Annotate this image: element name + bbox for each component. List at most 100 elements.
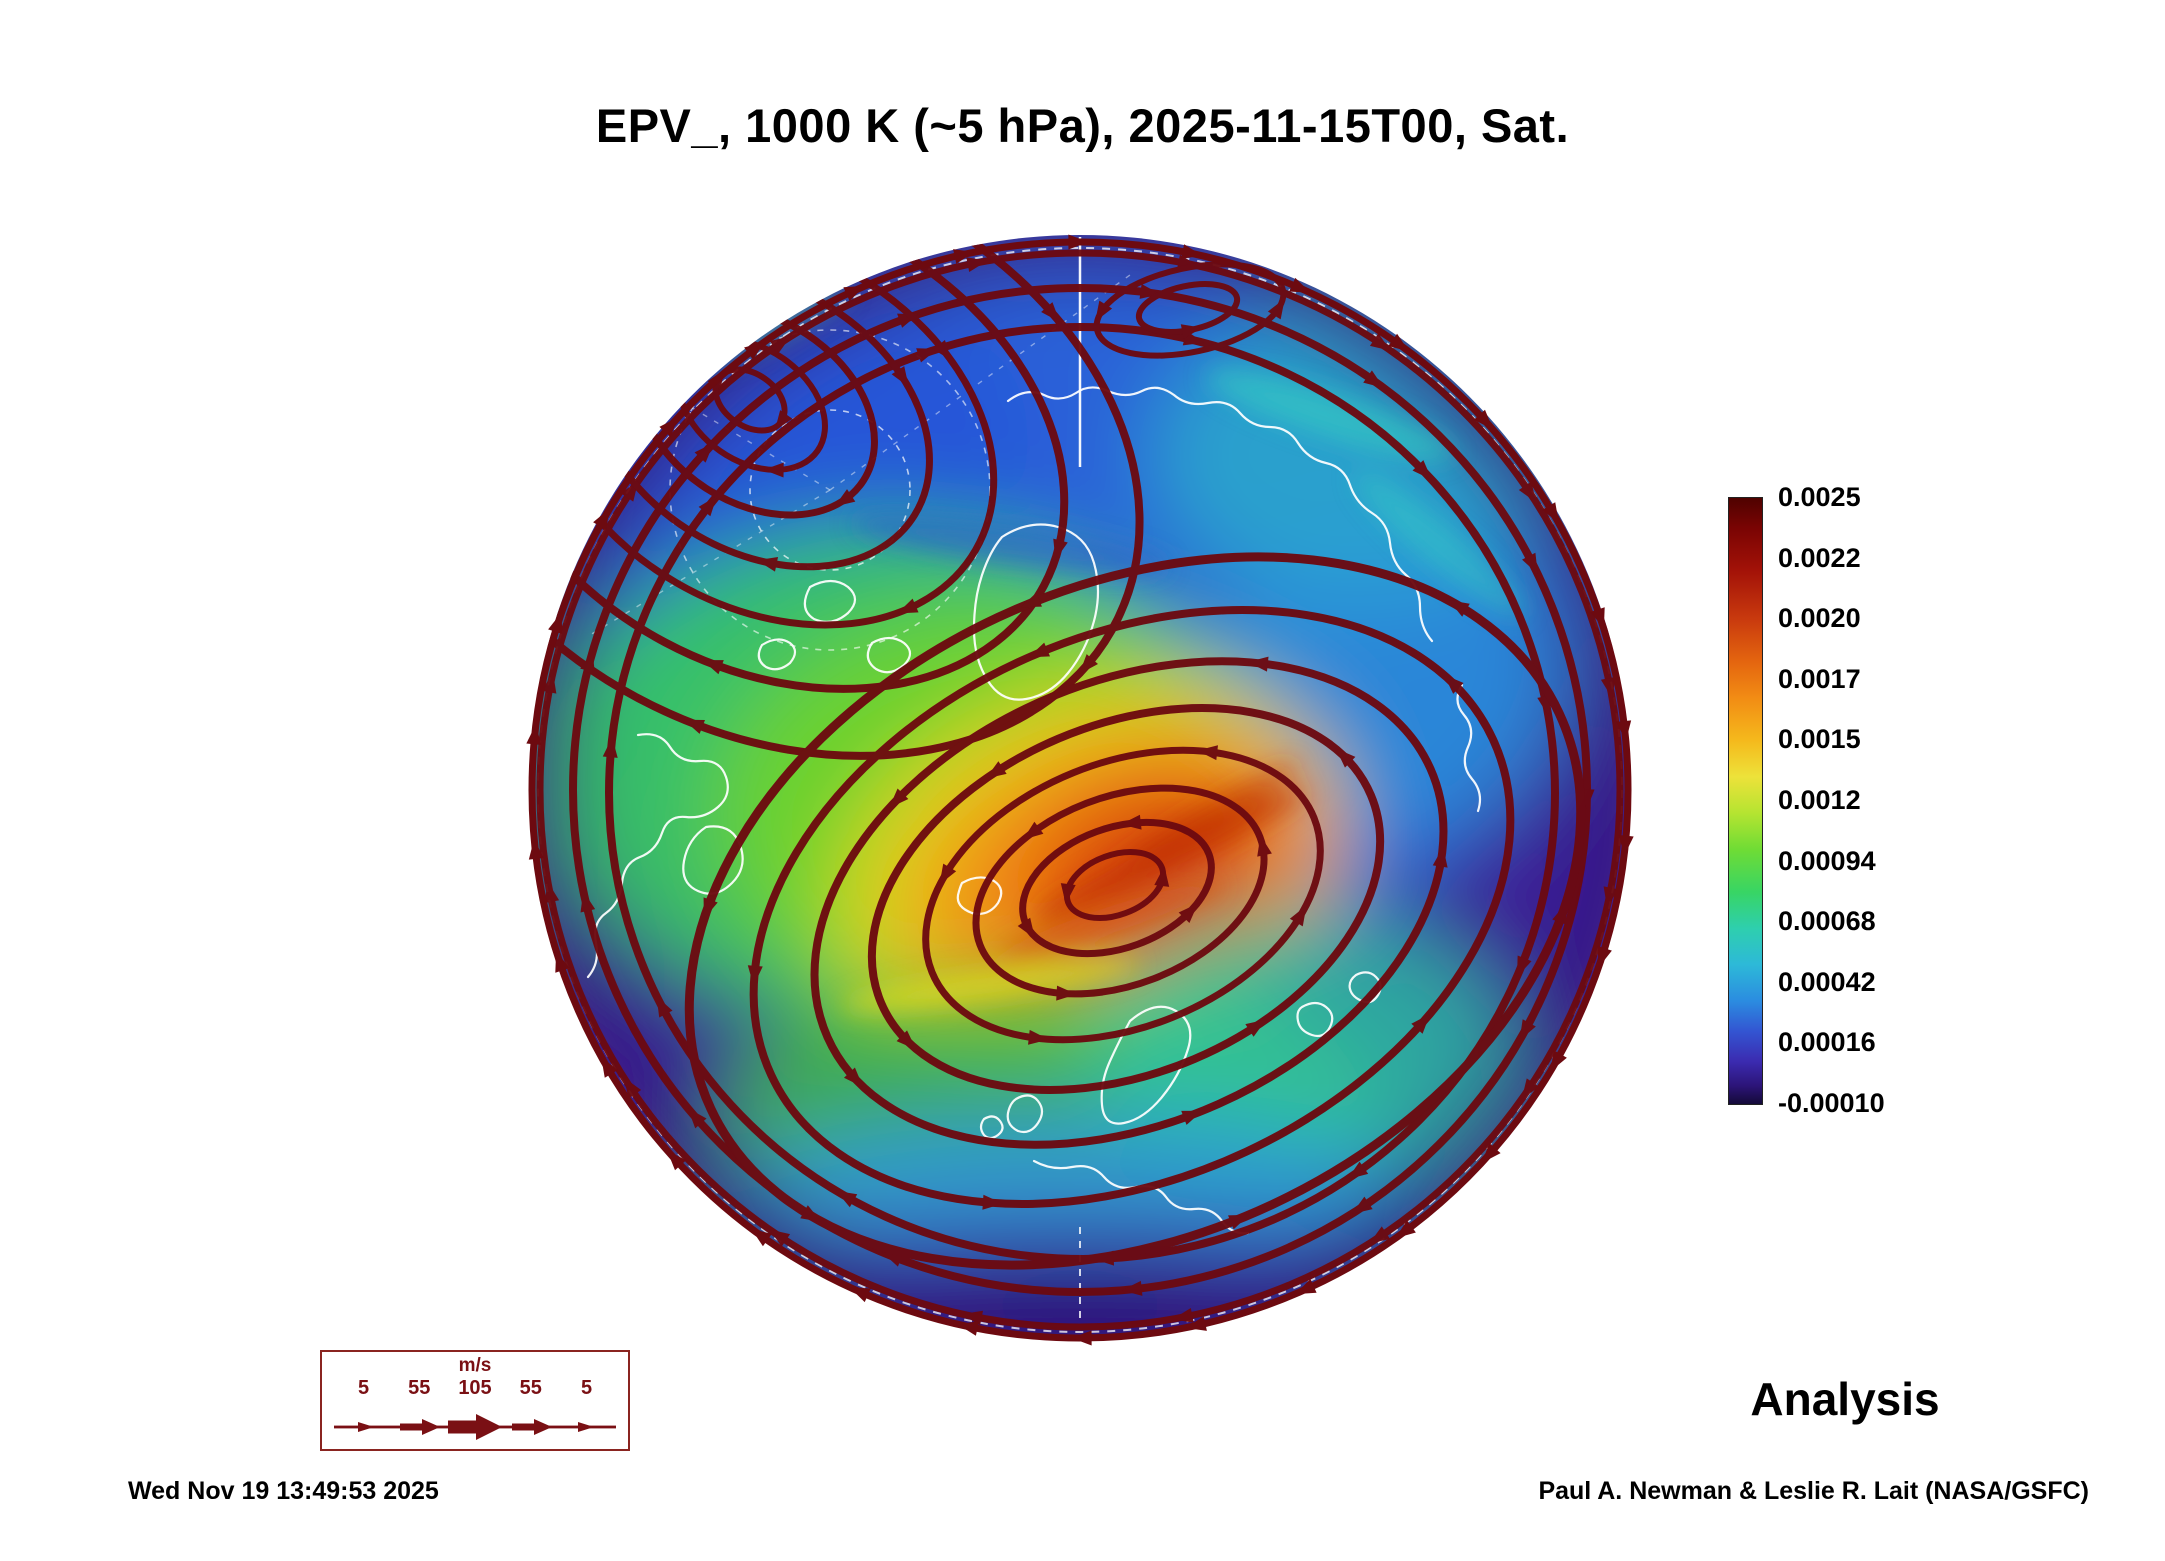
streamline-arrow-icon: [751, 1228, 772, 1247]
streamline-arrow-icon: [769, 336, 791, 354]
streamline-arrow-icon: [1522, 552, 1538, 575]
streamline-arrow-icon: [1172, 1308, 1194, 1323]
colorbar-tick-label: 0.00068: [1778, 906, 1876, 937]
streamline-arrow-icon: [849, 1287, 871, 1303]
streamline-arrow-icon: [602, 737, 618, 758]
streamline-arrow-icon: [1369, 1226, 1391, 1244]
streamline-arrow-icon: [541, 672, 557, 694]
streamline-arrow-icon: [769, 1229, 791, 1247]
streamline-arrow-icon: [1053, 538, 1068, 560]
streamline-arrow-icon: [580, 891, 596, 913]
streamline-arrow-icon: [756, 556, 779, 572]
streamline-arrow-icon: [1481, 1143, 1501, 1164]
streamline-arrow-icon: [1388, 333, 1409, 352]
figure-title: EPV_, 1000 K (~5 hPa), 2025-11-15T00, Sa…: [595, 99, 1570, 152]
wind-speed-tick-label: 105: [458, 1377, 492, 1399]
streamline-arrow-icon: [1473, 409, 1493, 430]
streamline-arrow-icon: [834, 489, 856, 507]
coastlines: [586, 386, 1482, 1235]
colorbar-tick-label: 0.00094: [1778, 845, 1876, 876]
streamline-arrow-icon: [1267, 298, 1285, 320]
streamline-arrow-icon: [1120, 814, 1142, 830]
streamline-arrow-icon: [1590, 607, 1605, 629]
streamline-arrow-icon: [836, 1190, 858, 1208]
streamline-arrow-icon: [897, 598, 919, 614]
streamline-arrow-icon: [953, 249, 975, 264]
wind-speed-tick-label: 5: [357, 1377, 370, 1399]
streamline-arrow-icon: [1517, 955, 1532, 977]
streamline-arrow-icon: [1289, 905, 1307, 927]
streamline-arrow-icon: [843, 1067, 864, 1088]
streamline-arrow-icon: [1060, 883, 1076, 904]
streamline-arrow-icon: [1041, 302, 1060, 323]
streamline-arrow-icon: [1245, 1019, 1267, 1037]
colorbar-tick-label: 0.0022: [1778, 542, 1861, 573]
colorbar-tick-label: 0.00016: [1778, 1027, 1876, 1058]
streamline-arrow-icon: [1095, 300, 1113, 322]
streamline-arrow-icon: [1028, 642, 1051, 658]
colorbar-tick-label: 0.0012: [1778, 784, 1861, 815]
colorbar-tick-label: -0.00010: [1778, 1087, 1885, 1118]
wind-speed-arrows-icon: [334, 1414, 616, 1440]
streamline-arrow-icon: [800, 1205, 822, 1222]
streamline-arrow-icon: [1432, 846, 1448, 868]
streamline-arrow-icon: [1257, 835, 1272, 857]
streamline-arrow-icon: [1056, 985, 1077, 1001]
streamline-arrow-icon: [687, 1108, 707, 1129]
streamline-arrow-icon: [526, 724, 542, 746]
streamline-arrow-icon: [698, 495, 717, 517]
streamline-arrow-icon: [1600, 676, 1616, 698]
streamline-arrow-icon: [613, 244, 635, 260]
streamline-arrow-icon: [1443, 674, 1464, 694]
epv-polar-map: [526, 215, 1634, 1346]
streamline-arrow-icon: [694, 442, 714, 463]
streamline-arrow-icon: [933, 339, 952, 361]
streamline-arrow-icon: [1154, 866, 1170, 887]
credit-line: Paul A. Newman & Leslie R. Lait (NASA/GS…: [1538, 1477, 2089, 1505]
streamline-arrow-icon: [528, 838, 544, 860]
streamline-arrow-icon: [555, 951, 570, 973]
streamline-arrow-icon: [896, 1030, 917, 1050]
streamline-arrow-icon: [1068, 234, 1089, 250]
rim-streamline-arrows: [526, 234, 1634, 1346]
streamline-arrow-icon: [1395, 1220, 1416, 1239]
wind-speed-tick-label: 5: [580, 1377, 593, 1399]
streamline-arrow-icon: [1178, 903, 1198, 923]
colorbar-tick-label: 0.0015: [1778, 724, 1861, 755]
streamline-arrow-icon: [891, 366, 909, 387]
streamline-arrow-icon: [966, 257, 988, 272]
streamline-arrow-icon: [1197, 745, 1218, 761]
streamline-arrow-icon: [656, 996, 673, 1018]
streamline-arrow-icon: [683, 719, 705, 734]
streamline-arrow-icon: [1121, 1280, 1143, 1296]
streamline-arrow-icon: [1618, 834, 1634, 856]
streamline-arrow-icon: [1180, 324, 1202, 339]
streamline-arrow-icon: [1603, 886, 1619, 908]
wind-speed-tick-label: 55: [519, 1377, 542, 1399]
streamline-arrow-icon: [889, 788, 909, 809]
streamline-arrow-icon: [1071, 1330, 1092, 1346]
streamline-arrow-icon: [598, 307, 617, 329]
streamline-arrow-icon: [747, 965, 763, 986]
wind-speed-ticks: 5 55 105 55 5: [322, 1377, 628, 1399]
streamline-arrow-icon: [1347, 1161, 1369, 1180]
streamline-arrow-icon: [1448, 600, 1470, 617]
streamline-arrow-icon: [1519, 1019, 1536, 1041]
streamline-arrow-icon: [982, 1194, 1003, 1210]
streamline-arrow-icon: [1185, 1316, 1207, 1331]
streamline-arrow-icon: [1028, 1029, 1049, 1045]
colorbar-tick-label: 0.0025: [1778, 482, 1861, 512]
wind-streamlines: [530, 215, 1624, 1331]
streamline-arrow-icon: [985, 761, 1007, 779]
colorbar-tick-label: 0.00042: [1778, 966, 1876, 997]
streamline-arrow-icon: [703, 897, 718, 919]
streamline-arrow-icon: [820, 215, 844, 229]
streamline-arrow-icon: [1552, 903, 1567, 925]
wind-speed-legend: m/s 5 55 105 55 5: [320, 1350, 630, 1451]
streamline-arrow-icon: [720, 332, 741, 348]
streamline-arrow-icon: [1542, 502, 1559, 524]
streamline-arrow-icon: [1518, 481, 1537, 503]
streamline-arrow-icon: [916, 348, 938, 363]
streamline-arrow-icon: [1521, 1078, 1540, 1100]
streamline-arrow-icon: [601, 1056, 618, 1078]
